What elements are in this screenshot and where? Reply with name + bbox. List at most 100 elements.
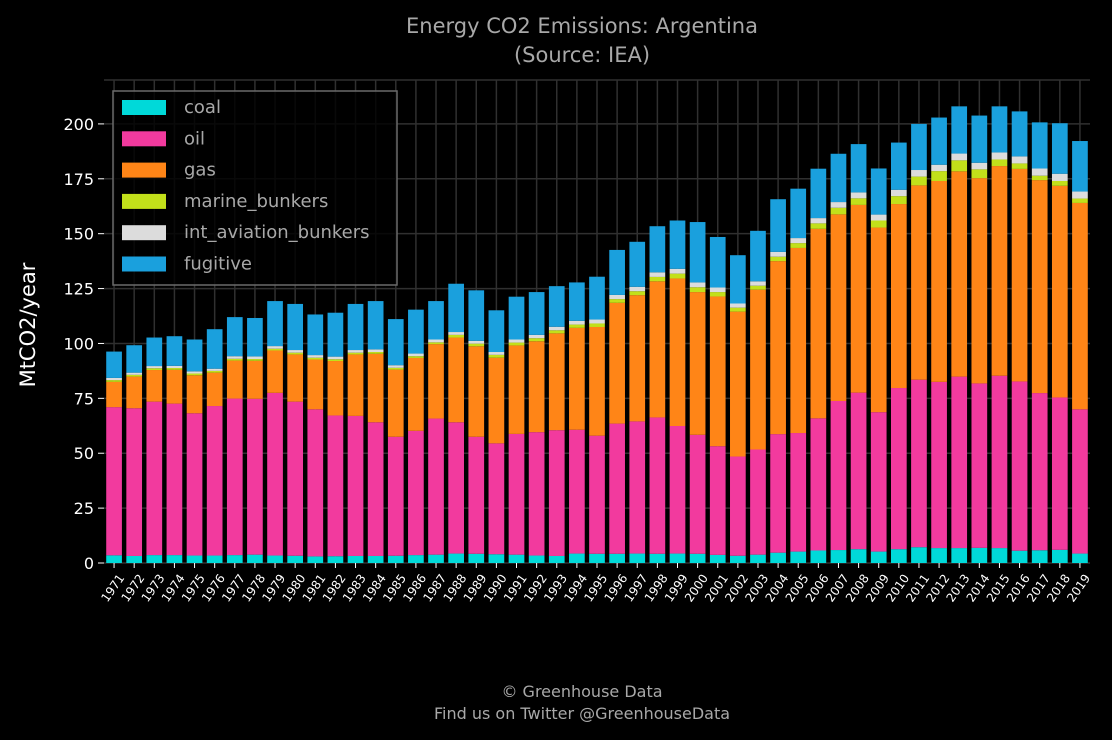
bar-segment-fugitive (307, 314, 324, 356)
bar-segment-marine-bunkers (347, 352, 364, 355)
bar-segment-fugitive (689, 222, 706, 283)
bar-segment-marine-bunkers (226, 358, 243, 361)
bar-segment-oil (287, 401, 304, 556)
legend-label-oil: oil (184, 128, 205, 149)
bars (106, 106, 1088, 563)
bar-segment-fugitive (387, 319, 404, 366)
bar-segment-coal (770, 552, 786, 563)
footer-twitter: Find us on Twitter @GreenhouseData (433, 704, 731, 723)
bar-segment-coal (569, 553, 585, 563)
chart-title-main: Energy CO2 Emissions: Argentina (406, 14, 758, 38)
bar-segment-gas (1072, 202, 1088, 410)
bar-segment-coal (810, 550, 827, 563)
y-tick-label: 75 (74, 389, 94, 408)
bar-segment-int-aviation-bunkers (750, 281, 766, 286)
bar-segment-oil (186, 413, 203, 556)
bar-segment-int-aviation-bunkers (730, 303, 746, 308)
bar-segment-fugitive (750, 230, 766, 282)
bar-segment-marine-bunkers (730, 307, 746, 312)
bar-segment-coal (750, 554, 766, 563)
bar-segment-fugitive (1031, 122, 1048, 169)
bar-segment-int-aviation-bunkers (971, 162, 988, 170)
bar-segment-marine-bunkers (790, 243, 807, 248)
bar-segment-marine-bunkers (589, 323, 605, 327)
footer-copyright: © Greenhouse Data (501, 682, 663, 701)
bar-segment-oil (770, 434, 786, 553)
y-axis-label: MtCO2/year (16, 262, 40, 387)
bar-segment-oil (1031, 393, 1048, 551)
bar-segment-gas (408, 357, 424, 431)
bar-segment-fugitive (508, 296, 525, 340)
bar-segment-oil (307, 409, 324, 557)
bar-segment-coal (890, 549, 907, 563)
bar-segment-gas (327, 361, 344, 416)
bar-segment-gas (166, 369, 183, 404)
bar-segment-gas (890, 204, 907, 389)
bar-segment-oil (810, 418, 827, 551)
bar-segment-int-aviation-bunkers (206, 368, 223, 371)
bar-segment-oil (488, 443, 505, 555)
bar-segment-coal (508, 554, 525, 563)
bar-segment-oil (126, 408, 143, 556)
bar-segment-marine-bunkers (689, 287, 706, 293)
bar-segment-int-aviation-bunkers (327, 356, 344, 360)
bar-segment-fugitive (448, 283, 464, 333)
bar-segment-coal (327, 556, 344, 563)
bar-segment-gas (206, 372, 223, 407)
bar-segment-marine-bunkers (810, 223, 827, 229)
bar-segment-oil (649, 417, 666, 554)
bar-segment-int-aviation-bunkers (528, 334, 545, 339)
bar-segment-fugitive (629, 241, 646, 287)
bar-segment-gas (428, 344, 444, 419)
bar-segment-oil (830, 400, 847, 551)
bar-segment-marine-bunkers (931, 171, 947, 181)
bar-segment-marine-bunkers (146, 368, 163, 371)
bar-segment-gas (186, 375, 203, 414)
bar-segment-oil (146, 401, 163, 556)
bar-segment-fugitive (730, 255, 746, 304)
bar-segment-coal (106, 555, 122, 563)
bar-segment-marine-bunkers (448, 334, 464, 338)
bar-segment-oil (367, 422, 384, 556)
bar-segment-coal (367, 555, 384, 563)
bar-segment-fugitive (709, 236, 726, 288)
bar-segment-marine-bunkers (327, 359, 344, 362)
bar-segment-fugitive (267, 301, 283, 347)
bar-segment-fugitive (1072, 141, 1088, 192)
bar-segment-fugitive (287, 303, 304, 351)
bar-segment-int-aviation-bunkers (347, 350, 364, 353)
bar-segment-coal (186, 555, 203, 563)
bar-segment-oil (528, 432, 545, 556)
bar-segment-marine-bunkers (890, 196, 907, 205)
bar-segment-fugitive (991, 106, 1008, 153)
y-tick-label: 0 (84, 554, 94, 573)
bar-segment-fugitive (106, 351, 122, 378)
bar-segment-gas (931, 180, 947, 382)
bar-segment-marine-bunkers (287, 352, 304, 355)
bar-segment-coal (730, 555, 746, 563)
bar-segment-gas (1031, 180, 1048, 394)
bar-segment-oil (689, 434, 706, 554)
bar-segment-fugitive (870, 168, 887, 215)
bar-segment-int-aviation-bunkers (267, 346, 283, 349)
bar-segment-int-aviation-bunkers (106, 377, 122, 381)
bar-segment-oil (911, 379, 927, 548)
bar-segment-gas (750, 289, 766, 450)
bar-segment-oil (609, 423, 625, 554)
bar-segment-marine-bunkers (709, 292, 726, 297)
bar-segment-fugitive (569, 282, 585, 321)
bar-segment-coal (911, 547, 927, 563)
bar-segment-coal (146, 555, 163, 563)
bar-segment-marine-bunkers (1051, 180, 1068, 186)
bar-segment-fugitive (528, 292, 545, 335)
bar-segment-oil (166, 403, 183, 556)
bar-segment-int-aviation-bunkers (850, 192, 867, 199)
bar-segment-int-aviation-bunkers (669, 268, 686, 274)
y-tick-label: 200 (63, 115, 94, 134)
bar-segment-coal (649, 553, 666, 563)
bar-segment-coal (1031, 550, 1048, 563)
bar-segment-fugitive (931, 117, 947, 165)
bar-segment-int-aviation-bunkers (1031, 168, 1048, 176)
bar-segment-gas (870, 227, 887, 413)
